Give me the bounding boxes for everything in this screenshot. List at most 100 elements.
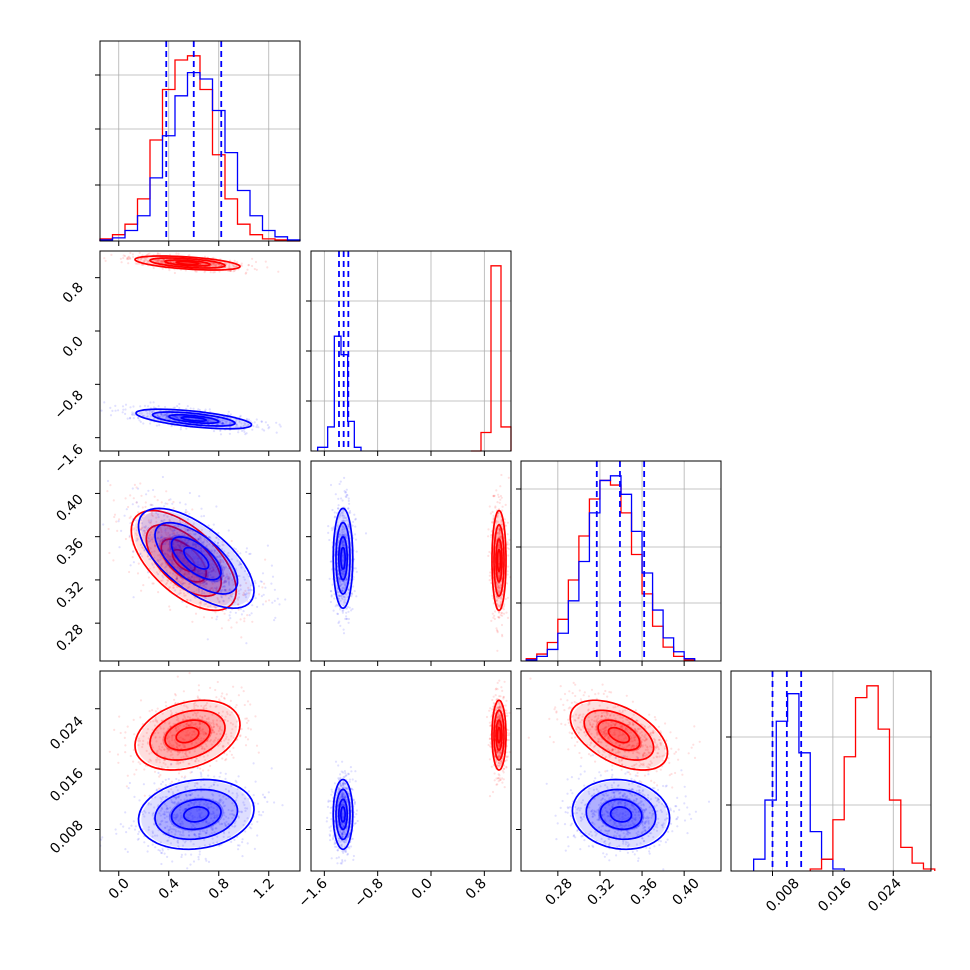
p21-series-1-point: [352, 578, 355, 581]
p10-series-1-point: [225, 421, 228, 424]
p21-series-0-point: [495, 598, 499, 601]
p21-series-0-point: [497, 616, 501, 619]
p21-series-1-point: [333, 515, 337, 518]
p20-series-1-point: [274, 616, 277, 620]
p21-series-1-point: [345, 611, 348, 614]
p30-series-1-point: [193, 833, 196, 836]
p30-series-1-point: [181, 844, 185, 847]
y-tick-row1-1: 0.0: [60, 334, 87, 361]
p20-series-0-point: [227, 575, 230, 579]
p30-series-0-point: [215, 723, 218, 727]
p20-series-1-point: [211, 609, 214, 612]
p30-series-0-point: [196, 717, 199, 720]
p20-series-0-point: [211, 566, 214, 569]
p21-series-1-point: [340, 512, 343, 515]
p20-series-0-point: [200, 563, 203, 567]
p20-series-1-point: [187, 576, 190, 579]
p20-series-0-point: [160, 501, 163, 504]
p21-series-1-point: [341, 551, 344, 554]
p30-series-0-point: [141, 745, 144, 749]
p20-series-1-point: [194, 537, 197, 541]
p30-series-1-point: [166, 820, 169, 824]
p21-series-1-point: [347, 610, 350, 613]
p20-series-1-point: [249, 552, 252, 555]
p20-series-0-point: [106, 490, 109, 493]
p20-series-1-point: [239, 588, 242, 591]
p10-series-1-point: [133, 414, 136, 417]
p10-series-1-point: [176, 417, 179, 420]
p10-series-1-point: [263, 429, 266, 432]
p21-series-1-point: [345, 593, 348, 596]
p21-series-1-point: [348, 606, 351, 609]
p20-series-0-point: [230, 626, 233, 629]
p20-series-1-point: [278, 603, 281, 606]
p30-series-1-point: [173, 796, 177, 799]
p10-series-1-point: [142, 422, 145, 425]
p20-series-0-point: [113, 513, 117, 516]
p10-series-1-point: [149, 401, 152, 404]
p30-series-0-point: [211, 713, 214, 716]
p30-series-0-point: [204, 704, 208, 707]
p30-series-0-point: [163, 748, 166, 751]
p30-series-1-point: [257, 810, 260, 813]
p20-series-1-point: [221, 582, 224, 585]
p10-series-0-point: [240, 262, 243, 265]
p20-series-0-point: [177, 524, 180, 527]
p30-series-0-point: [169, 725, 172, 728]
p30-series-0-point: [186, 733, 189, 736]
p20-series-1-point: [218, 600, 221, 603]
p20-series-1-point: [211, 559, 214, 562]
p30-series-1-point: [244, 830, 247, 833]
p20-series-1-point: [144, 525, 147, 528]
p20-series-1-point: [146, 528, 149, 531]
p20-series-1-point: [222, 600, 225, 603]
p30-series-0-point: [187, 733, 190, 736]
p20-series-1-point: [140, 522, 143, 525]
p30-series-0-point: [198, 726, 201, 729]
p21-series-1-point: [354, 517, 357, 521]
p10-series-1-point: [128, 417, 132, 420]
p30-series-0-point: [214, 688, 217, 692]
p20-series-1-point: [194, 581, 197, 585]
p30-series-1-point: [184, 853, 187, 856]
p10-series-0-point: [158, 253, 161, 256]
diag-2-hist-series-0: [525, 479, 696, 661]
p20-series-1-point: [270, 564, 273, 567]
p21-series-0-point: [498, 546, 501, 549]
p30-series-0-point: [154, 718, 157, 721]
p30-series-0-point: [237, 694, 240, 697]
p10-series-0-point: [212, 262, 215, 266]
p30-series-0-point: [148, 758, 151, 761]
p20-series-1-point: [244, 596, 248, 599]
p21-series-1-point: [342, 628, 345, 631]
p30-series-0-point: [137, 744, 140, 747]
p20-series-1-point: [199, 536, 202, 539]
p30-series-1-point: [148, 811, 151, 815]
p20-series-1-point: [141, 516, 144, 520]
p20-series-1-point: [218, 545, 221, 548]
p20-series-0-point: [196, 576, 199, 579]
p30-series-0-point: [221, 757, 224, 760]
p10-series-1-point: [251, 428, 254, 431]
p20-series-0-contour-0: [130, 509, 238, 612]
p10-series-0-point: [213, 262, 216, 266]
p30-series-1-point: [238, 844, 241, 847]
p10-series-0-point: [199, 262, 202, 265]
p21-series-0-point: [490, 534, 493, 537]
p20-series-0-point: [243, 594, 246, 597]
p20-series-1-point: [147, 489, 150, 492]
p20-series-0-point: [204, 561, 207, 564]
p20-series-1-point: [139, 552, 142, 555]
p21-series-1-point: [342, 609, 345, 612]
p10-series-1-point: [279, 425, 282, 428]
p30-series-0-point: [225, 733, 228, 736]
p30-series-0-point: [182, 755, 185, 758]
p30-series-1-point: [205, 831, 208, 835]
p21-series-0-point: [496, 603, 499, 607]
p10-series-0-point: [277, 270, 280, 273]
p30-series-1-point: [198, 812, 201, 815]
p20-series-0-point: [210, 587, 213, 590]
p20-series-0-point: [187, 527, 190, 531]
p20-series-0-point: [221, 568, 224, 571]
p20-series-1-point: [223, 585, 226, 588]
